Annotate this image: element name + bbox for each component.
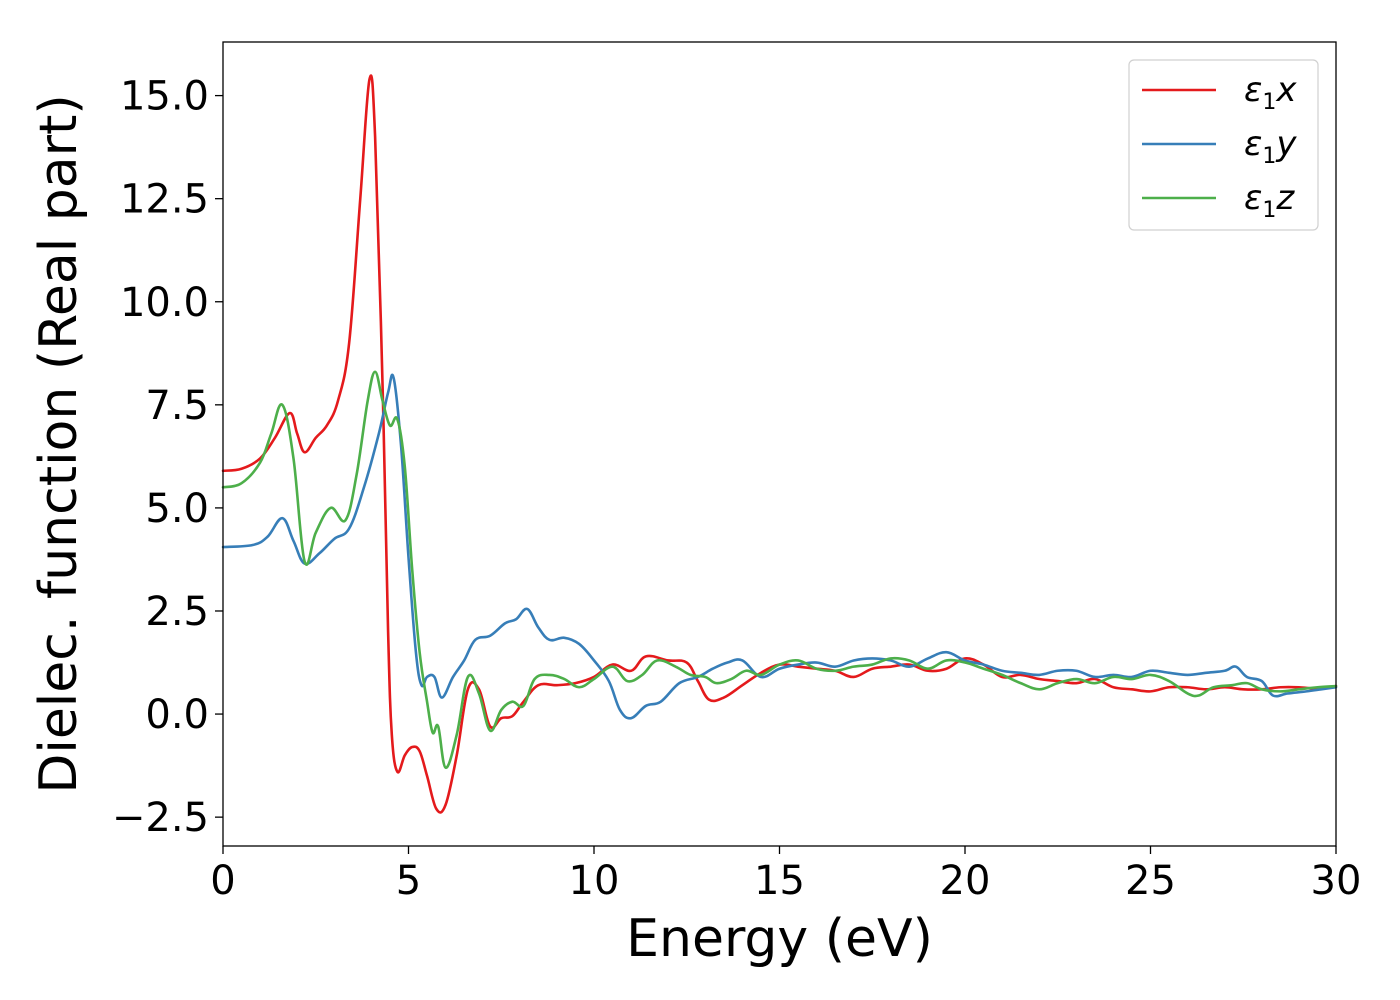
series-line-x [221, 74, 1338, 814]
y-axis-title: Dielec. function (Real part) [29, 94, 89, 793]
x-tick-label: 30 [1311, 858, 1362, 904]
y-tick-label: 5.0 [145, 486, 209, 532]
x-tick-label: 15 [754, 858, 805, 904]
y-tick-label: 10.0 [120, 280, 209, 326]
legend-label-y: ε1y [1244, 124, 1297, 169]
x-axis: 0 5 10 15 20 25 30 [210, 846, 1361, 904]
x-tick-label: 10 [569, 858, 620, 904]
y-axis: −2.5 0.0 2.5 5.0 7.5 10.0 12.5 15.0 [112, 74, 223, 841]
x-tick-label: 0 [210, 858, 235, 904]
y-tick-label: 12.5 [120, 177, 209, 223]
legend-box [1128, 59, 1319, 231]
y-tick-label: −2.5 [112, 795, 209, 841]
y-tick-label: 2.5 [145, 589, 209, 635]
x-axis-title: Energy (eV) [626, 909, 933, 969]
y-tick-label: 0.0 [145, 692, 209, 738]
legend-label-z: ε1z [1244, 178, 1295, 223]
legend-label-x: ε1x [1244, 70, 1297, 115]
x-tick-label: 20 [940, 858, 991, 904]
x-tick-label: 5 [396, 858, 421, 904]
y-tick-label: 15.0 [120, 74, 209, 120]
x-tick-label: 25 [1125, 858, 1176, 904]
series-line-y [221, 373, 1338, 720]
y-tick-label: 7.5 [145, 383, 209, 429]
series-layer [221, 74, 1338, 814]
legend: ε1x ε1y ε1z [1128, 59, 1319, 231]
series-line-z [221, 370, 1338, 769]
